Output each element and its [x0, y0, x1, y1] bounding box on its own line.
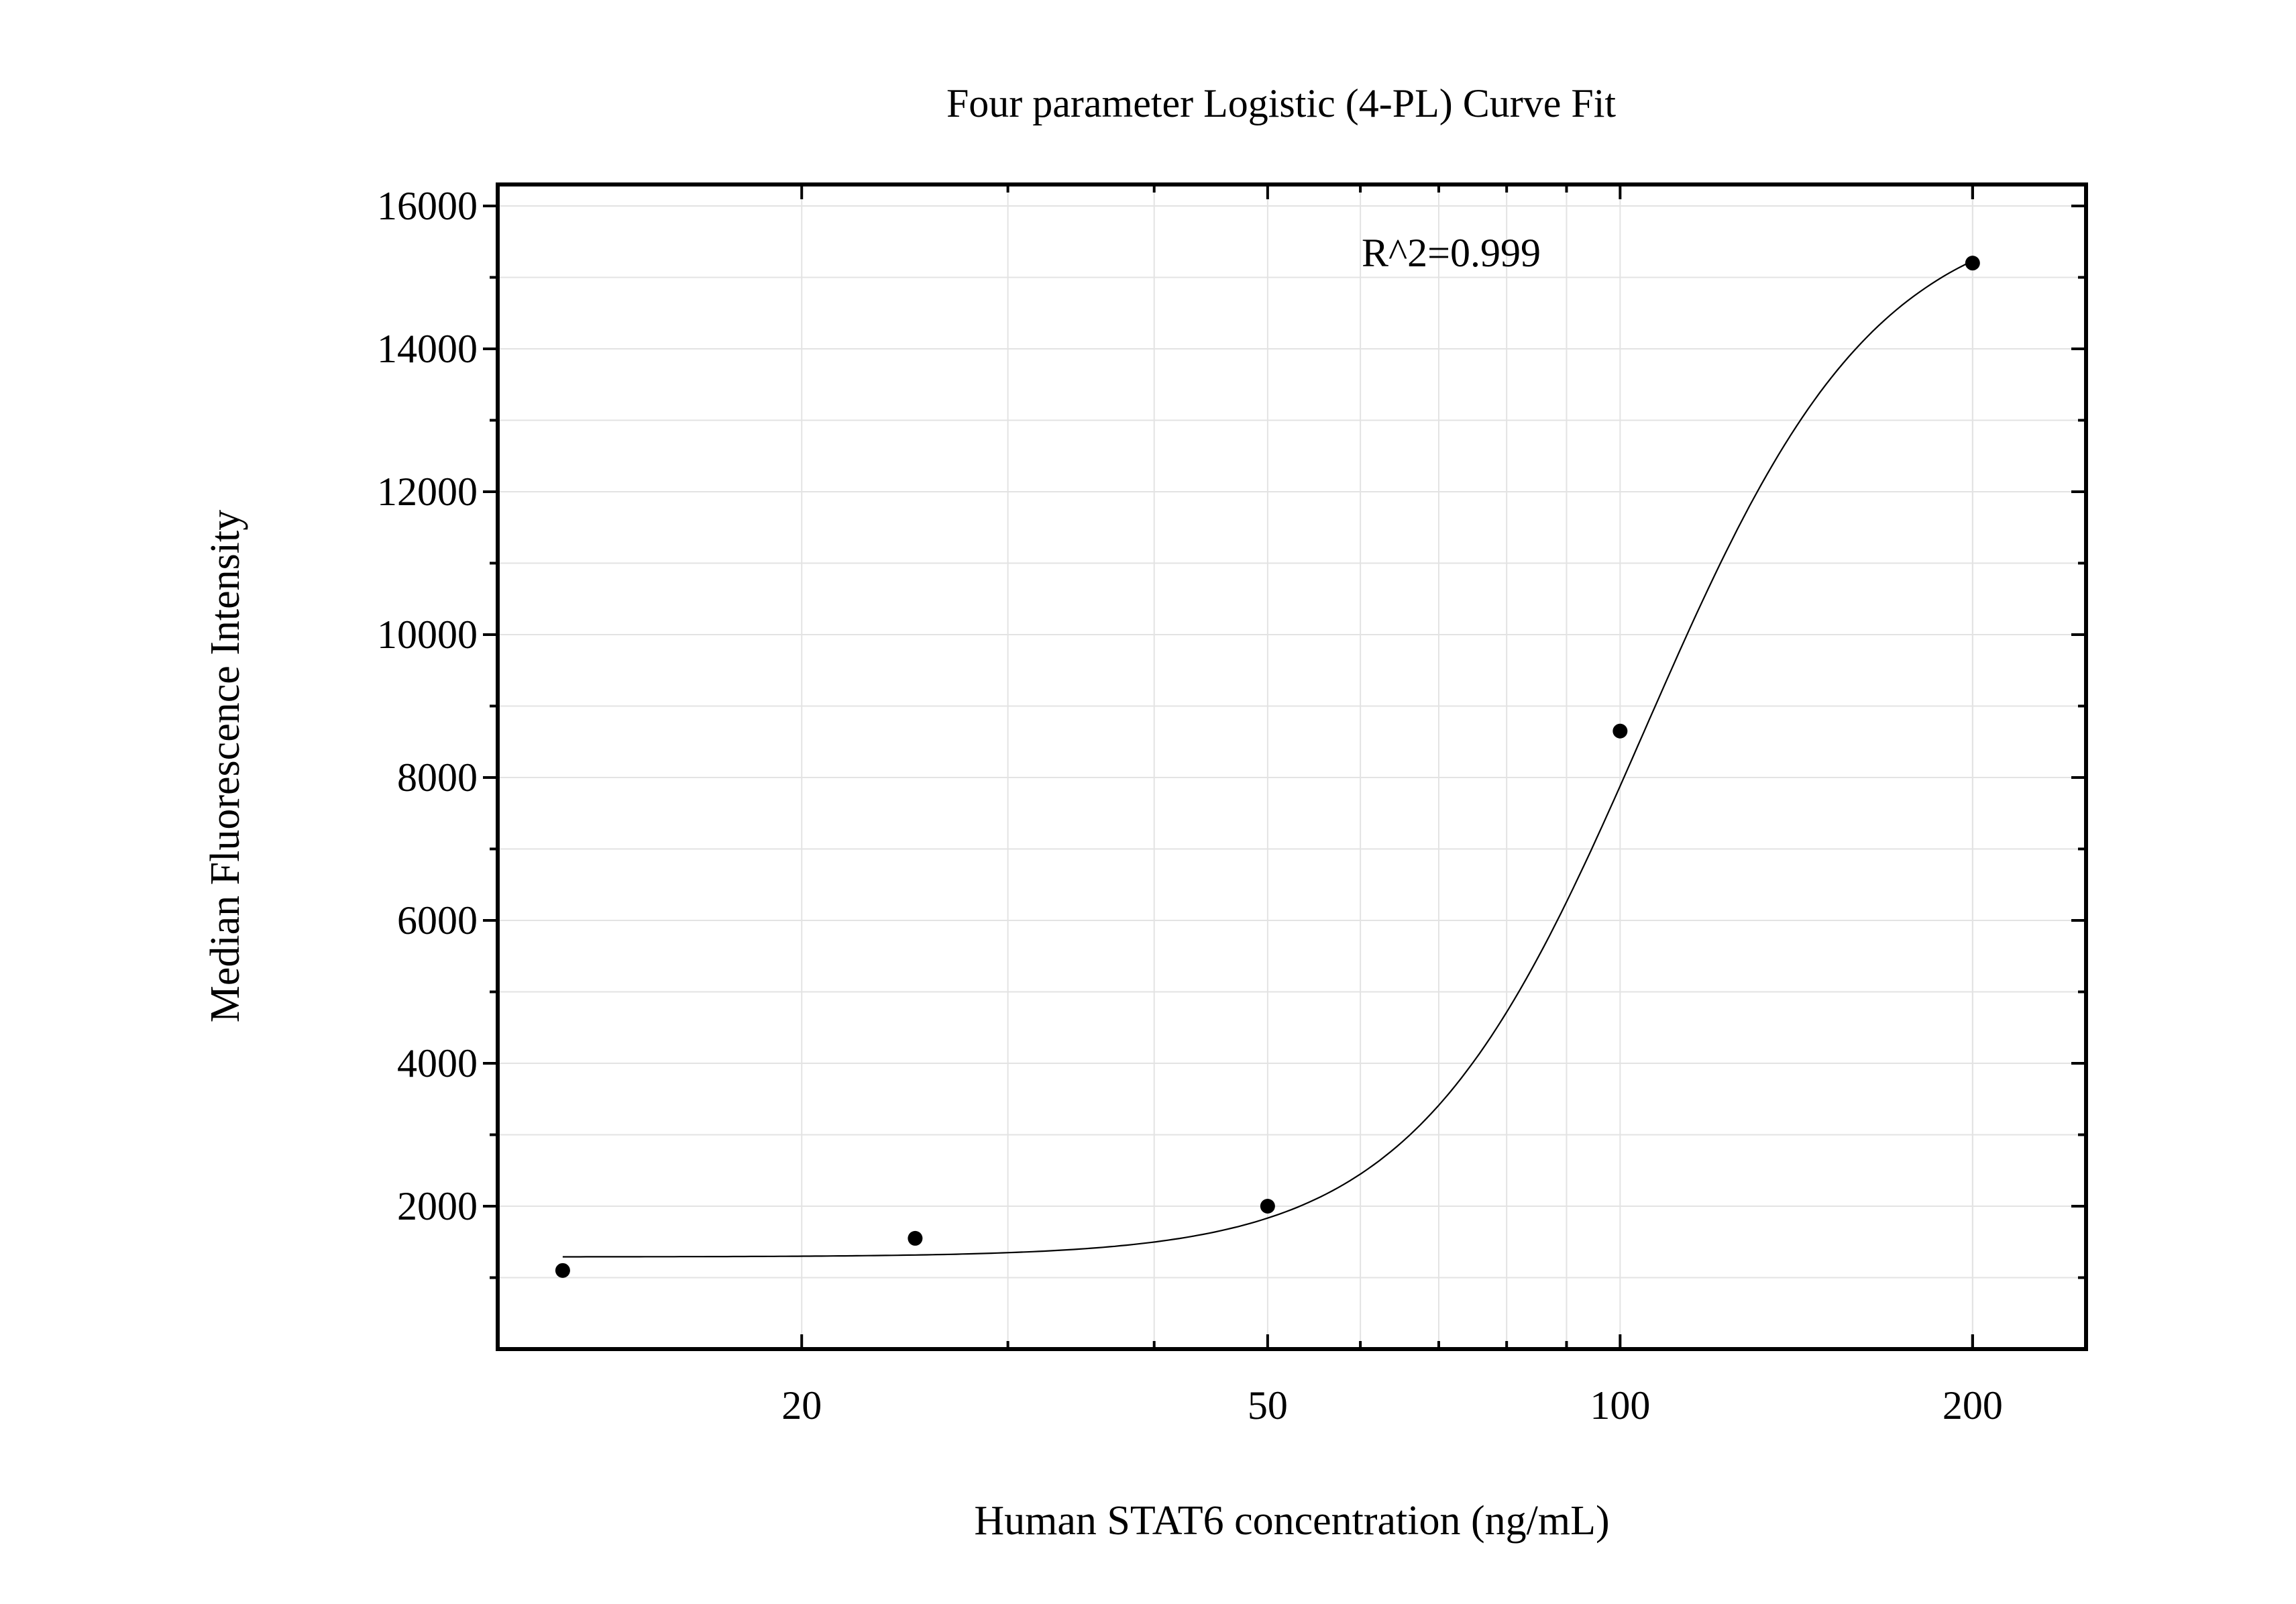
grid [498, 184, 2086, 1349]
y-tick-label: 10000 [377, 612, 478, 657]
tick-labels: 20 50 100 200 2000 4000 6000 8000 10000 12000 1400… [377, 184, 2003, 1428]
y-tick-label: 16000 [377, 184, 478, 228]
data-point [1260, 1198, 1275, 1214]
x-tick-label: 100 [1590, 1383, 1650, 1428]
y-tick-label: 14000 [377, 327, 478, 371]
fit-curve [562, 260, 1973, 1258]
data-point [1965, 256, 1980, 271]
y-axis-label: Median Fluorescence Intensity [203, 510, 248, 1022]
data-point [908, 1230, 923, 1246]
data-point [1612, 723, 1628, 739]
y-tick-label: 4000 [397, 1041, 478, 1085]
x-tick-label: 20 [781, 1383, 822, 1428]
y-tick-label: 2000 [397, 1184, 478, 1228]
chart-title: Four parameter Logistic (4-PL) Curve Fit [946, 81, 1616, 125]
r-squared-annotation: R^2=0.999 [1362, 231, 1541, 275]
y-tick-label: 8000 [397, 755, 478, 800]
x-tick-label: 50 [1248, 1383, 1288, 1428]
y-tick-label: 6000 [397, 898, 478, 943]
x-axis-label: Human STAT6 concentration (ng/mL) [974, 1498, 1609, 1544]
plot-frame [496, 182, 2088, 1351]
data-point [555, 1263, 570, 1278]
y-tick-label: 12000 [377, 470, 478, 514]
x-tick-label: 200 [1943, 1383, 2003, 1428]
data-points [555, 256, 1980, 1278]
